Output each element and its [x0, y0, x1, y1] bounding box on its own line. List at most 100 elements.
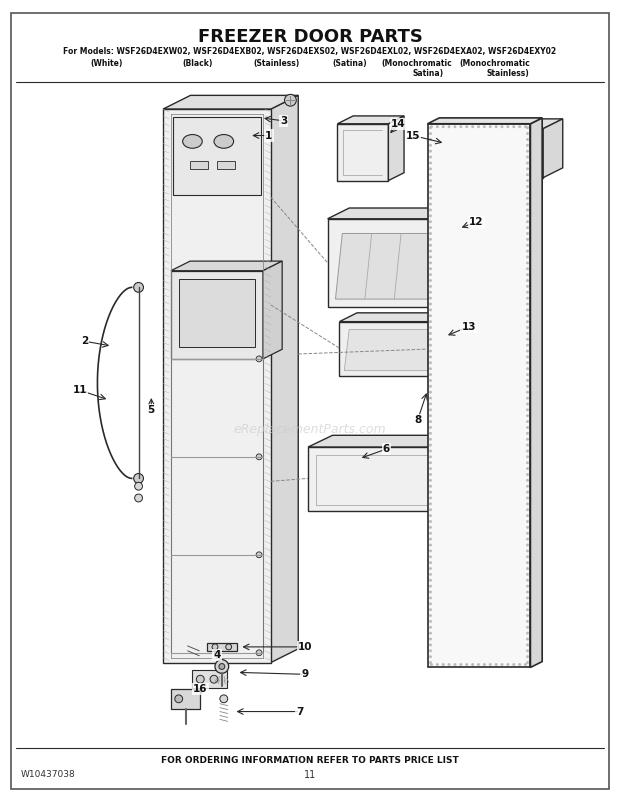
Circle shape: [215, 659, 229, 674]
Circle shape: [429, 537, 432, 541]
Circle shape: [526, 420, 529, 423]
Circle shape: [526, 473, 529, 476]
Circle shape: [526, 456, 529, 458]
Circle shape: [429, 314, 432, 318]
Polygon shape: [337, 124, 388, 180]
Circle shape: [526, 297, 529, 300]
Circle shape: [471, 125, 474, 128]
Circle shape: [526, 126, 529, 129]
Circle shape: [285, 95, 296, 106]
Circle shape: [256, 552, 262, 557]
Text: Satina): Satina): [413, 69, 444, 78]
Circle shape: [429, 620, 432, 623]
Text: (Black): (Black): [182, 59, 213, 68]
Circle shape: [429, 431, 432, 435]
Circle shape: [134, 473, 143, 484]
Polygon shape: [344, 330, 437, 371]
Circle shape: [526, 431, 529, 435]
Circle shape: [512, 663, 515, 666]
Circle shape: [256, 454, 262, 460]
Polygon shape: [263, 261, 282, 358]
Polygon shape: [428, 118, 542, 124]
Circle shape: [526, 479, 529, 482]
Circle shape: [429, 461, 432, 464]
Circle shape: [526, 214, 529, 217]
Circle shape: [526, 209, 529, 212]
Polygon shape: [460, 435, 484, 511]
Text: (Satina): (Satina): [332, 59, 367, 68]
Circle shape: [453, 125, 456, 128]
Circle shape: [429, 244, 432, 247]
Circle shape: [429, 408, 432, 411]
Circle shape: [526, 496, 529, 500]
Polygon shape: [428, 124, 531, 667]
Text: 9: 9: [301, 670, 309, 679]
Circle shape: [429, 397, 432, 399]
Circle shape: [429, 420, 432, 423]
Circle shape: [526, 514, 529, 517]
Circle shape: [429, 438, 432, 440]
Polygon shape: [339, 322, 442, 375]
Text: 8: 8: [414, 415, 422, 424]
Circle shape: [430, 125, 433, 128]
Circle shape: [429, 379, 432, 382]
Circle shape: [526, 602, 529, 606]
Circle shape: [507, 125, 510, 128]
Circle shape: [429, 514, 432, 517]
Bar: [190, 161, 208, 169]
Text: Stainless): Stainless): [486, 69, 529, 78]
Circle shape: [526, 267, 529, 270]
Circle shape: [526, 179, 529, 182]
Circle shape: [526, 238, 529, 241]
Circle shape: [429, 232, 432, 235]
Circle shape: [429, 403, 432, 405]
Circle shape: [526, 614, 529, 617]
Circle shape: [135, 494, 143, 502]
Circle shape: [526, 138, 529, 141]
Circle shape: [436, 663, 439, 666]
Circle shape: [507, 663, 510, 666]
Circle shape: [448, 125, 451, 128]
Circle shape: [429, 191, 432, 194]
Circle shape: [429, 126, 432, 129]
Circle shape: [429, 579, 432, 581]
Circle shape: [526, 191, 529, 194]
Circle shape: [429, 661, 432, 664]
Circle shape: [429, 467, 432, 470]
Circle shape: [429, 367, 432, 371]
Circle shape: [429, 655, 432, 658]
Circle shape: [526, 161, 529, 164]
Circle shape: [430, 663, 433, 666]
Circle shape: [459, 125, 463, 128]
Circle shape: [429, 297, 432, 300]
Circle shape: [429, 350, 432, 353]
Circle shape: [526, 203, 529, 205]
Circle shape: [219, 663, 225, 670]
Text: 6: 6: [383, 444, 390, 454]
Polygon shape: [171, 271, 263, 358]
Polygon shape: [171, 261, 282, 271]
Circle shape: [429, 549, 432, 553]
Circle shape: [429, 391, 432, 394]
Circle shape: [429, 267, 432, 270]
Circle shape: [526, 426, 529, 429]
Text: (Monochromatic: (Monochromatic: [381, 59, 451, 68]
Circle shape: [226, 644, 232, 650]
Circle shape: [429, 362, 432, 364]
Polygon shape: [339, 313, 460, 322]
Circle shape: [429, 285, 432, 288]
Circle shape: [429, 302, 432, 306]
Circle shape: [526, 344, 529, 346]
Circle shape: [429, 326, 432, 329]
Text: 1: 1: [265, 131, 272, 140]
Polygon shape: [445, 119, 563, 128]
Text: 3: 3: [280, 115, 287, 126]
Text: W10437038: W10437038: [21, 771, 76, 780]
Circle shape: [429, 261, 432, 265]
Circle shape: [526, 526, 529, 529]
Circle shape: [526, 156, 529, 159]
Circle shape: [429, 496, 432, 500]
Circle shape: [526, 291, 529, 294]
Circle shape: [526, 632, 529, 634]
Circle shape: [436, 125, 439, 128]
